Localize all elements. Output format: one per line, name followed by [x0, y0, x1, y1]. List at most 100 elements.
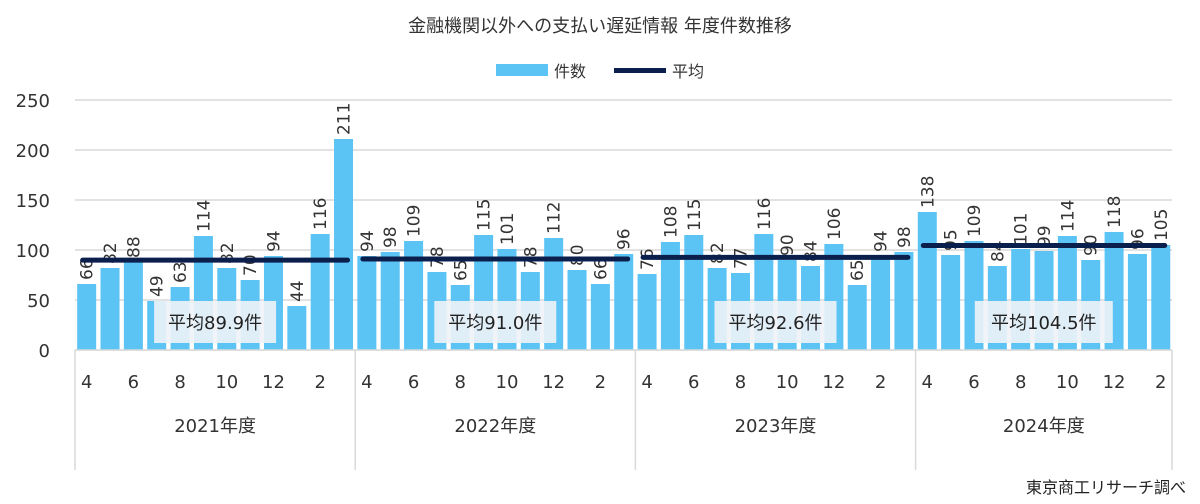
legend-item-count: 件数 [495, 58, 586, 82]
y-tick-label: 250 [16, 91, 50, 112]
x-tick-label: 12 [542, 372, 565, 393]
bar [637, 274, 657, 350]
x-tick-label: 8 [455, 372, 466, 393]
y-tick-label: 150 [16, 191, 50, 212]
bar [871, 256, 891, 350]
average-label: 平均104.5件 [991, 313, 1097, 334]
data-label: 49 [148, 275, 168, 297]
data-label: 94 [264, 230, 284, 252]
data-label: 138 [918, 176, 938, 208]
x-tick-label: 10 [1056, 372, 1079, 393]
bar [100, 268, 120, 350]
data-label: 82 [708, 242, 728, 264]
data-label: 94 [872, 230, 892, 252]
bar [334, 139, 354, 350]
bar [567, 270, 587, 350]
x-tick-label: 6 [688, 372, 699, 393]
data-label: 94 [358, 230, 378, 252]
x-tick-label: 10 [215, 372, 238, 393]
legend-swatch-line [614, 67, 666, 73]
x-tick-label: 8 [1015, 372, 1026, 393]
legend-swatch-bar [495, 64, 548, 76]
x-tick-label: 8 [735, 372, 746, 393]
y-tick-label: 0 [39, 341, 50, 362]
x-tick-label: 2 [1155, 372, 1166, 393]
data-label: 115 [685, 199, 705, 231]
x-tick-label: 6 [408, 372, 419, 393]
average-label: 平均92.6件 [728, 313, 822, 334]
bar [77, 284, 97, 350]
legend-label-count: 件数 [553, 62, 586, 81]
bar [1151, 245, 1171, 350]
data-label: 98 [381, 226, 401, 248]
y-tick-label: 200 [16, 141, 50, 162]
bar [614, 254, 634, 350]
data-label: 96 [615, 228, 635, 250]
data-label: 112 [545, 202, 565, 234]
x-tick-label: 8 [174, 372, 185, 393]
data-label: 109 [965, 205, 985, 237]
bar [941, 255, 961, 350]
data-label: 90 [778, 234, 798, 256]
x-tick-label: 4 [361, 372, 372, 393]
x-tick-label: 12 [822, 372, 845, 393]
data-label: 63 [171, 261, 191, 283]
average-label-box [974, 301, 1113, 343]
x-tick-label: 10 [496, 372, 519, 393]
bar [123, 262, 143, 350]
legend-label-average: 平均 [672, 62, 705, 81]
x-tick-label: 2 [314, 372, 325, 393]
average-label-box [714, 301, 837, 343]
bar [894, 252, 914, 350]
data-label: 114 [194, 200, 214, 232]
x-tick-label: 4 [641, 372, 652, 393]
bar [287, 306, 307, 350]
y-tick-label: 100 [16, 241, 50, 262]
bar [660, 242, 680, 350]
x-tick-label: 6 [968, 372, 979, 393]
x-tick-label: 6 [128, 372, 139, 393]
data-label: 118 [1105, 196, 1125, 228]
data-label: 44 [288, 280, 308, 302]
x-tick-label: 12 [262, 372, 285, 393]
data-label: 66 [78, 258, 98, 280]
data-label: 101 [498, 213, 518, 245]
data-label: 109 [405, 205, 425, 237]
bar [847, 285, 867, 350]
year-label: 2022年度 [454, 416, 536, 437]
y-tick-label: 50 [27, 291, 50, 312]
average-label: 平均91.0件 [448, 313, 542, 334]
x-tick-label: 12 [1103, 372, 1126, 393]
data-label: 115 [475, 199, 495, 231]
data-label: 88 [124, 236, 144, 258]
data-label: 105 [1152, 209, 1172, 241]
bar [380, 252, 400, 350]
source-note: 東京商工リサーチ調べ [1025, 478, 1186, 497]
legend: 件数 平均 [0, 58, 1200, 82]
bar [404, 241, 424, 350]
data-label: 65 [451, 259, 471, 281]
data-label: 65 [848, 259, 868, 281]
data-label: 99 [1035, 225, 1055, 247]
x-tick-label: 4 [922, 372, 933, 393]
average-label-box [434, 301, 557, 343]
bar [590, 284, 610, 350]
bar [917, 212, 937, 350]
bar [684, 235, 704, 350]
data-label: 114 [1058, 200, 1078, 232]
x-tick-label: 2 [875, 372, 886, 393]
x-tick-label: 4 [81, 372, 92, 393]
data-label: 66 [591, 258, 611, 280]
data-label: 211 [335, 103, 355, 135]
data-label: 106 [825, 208, 845, 240]
year-label: 2021年度 [174, 416, 256, 437]
chart-title: 金融機関以外への支払い遅延情報 年度件数推移 [408, 16, 792, 37]
data-label: 116 [311, 198, 331, 230]
data-label: 108 [661, 206, 681, 238]
x-tick-label: 2 [595, 372, 606, 393]
bar [357, 256, 377, 350]
legend-item-average: 平均 [614, 58, 704, 82]
year-label: 2023年度 [735, 416, 817, 437]
data-label: 101 [1012, 213, 1032, 245]
